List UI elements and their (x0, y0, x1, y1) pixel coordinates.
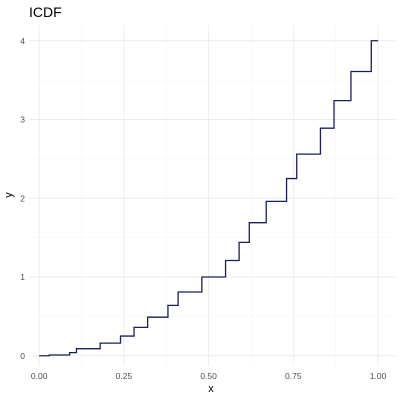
y-axis-ticks: 0 1 2 3 4 (20, 36, 25, 361)
x-tick-label: 0.25 (116, 371, 133, 381)
x-tick-label: 0.75 (285, 371, 302, 381)
icdf-step-line (39, 40, 379, 357)
y-tick-label: 4 (20, 36, 25, 46)
x-axis-label: x (208, 383, 214, 395)
series-layer (39, 40, 379, 357)
x-axis-ticks: 0.00 0.25 0.50 0.75 1.00 (31, 371, 387, 381)
y-tick-label: 0 (20, 351, 25, 361)
y-tick-label: 1 (20, 272, 25, 282)
major-gridlines (29, 25, 395, 366)
x-tick-label: 0.50 (200, 371, 217, 381)
x-tick-label: 1.00 (370, 371, 387, 381)
chart-title: ICDF (29, 4, 62, 20)
minor-gridlines (29, 25, 395, 366)
y-tick-label: 3 (20, 115, 25, 125)
y-axis-label: y (3, 192, 15, 198)
x-tick-label: 0.00 (31, 371, 48, 381)
y-tick-label: 2 (20, 193, 25, 203)
